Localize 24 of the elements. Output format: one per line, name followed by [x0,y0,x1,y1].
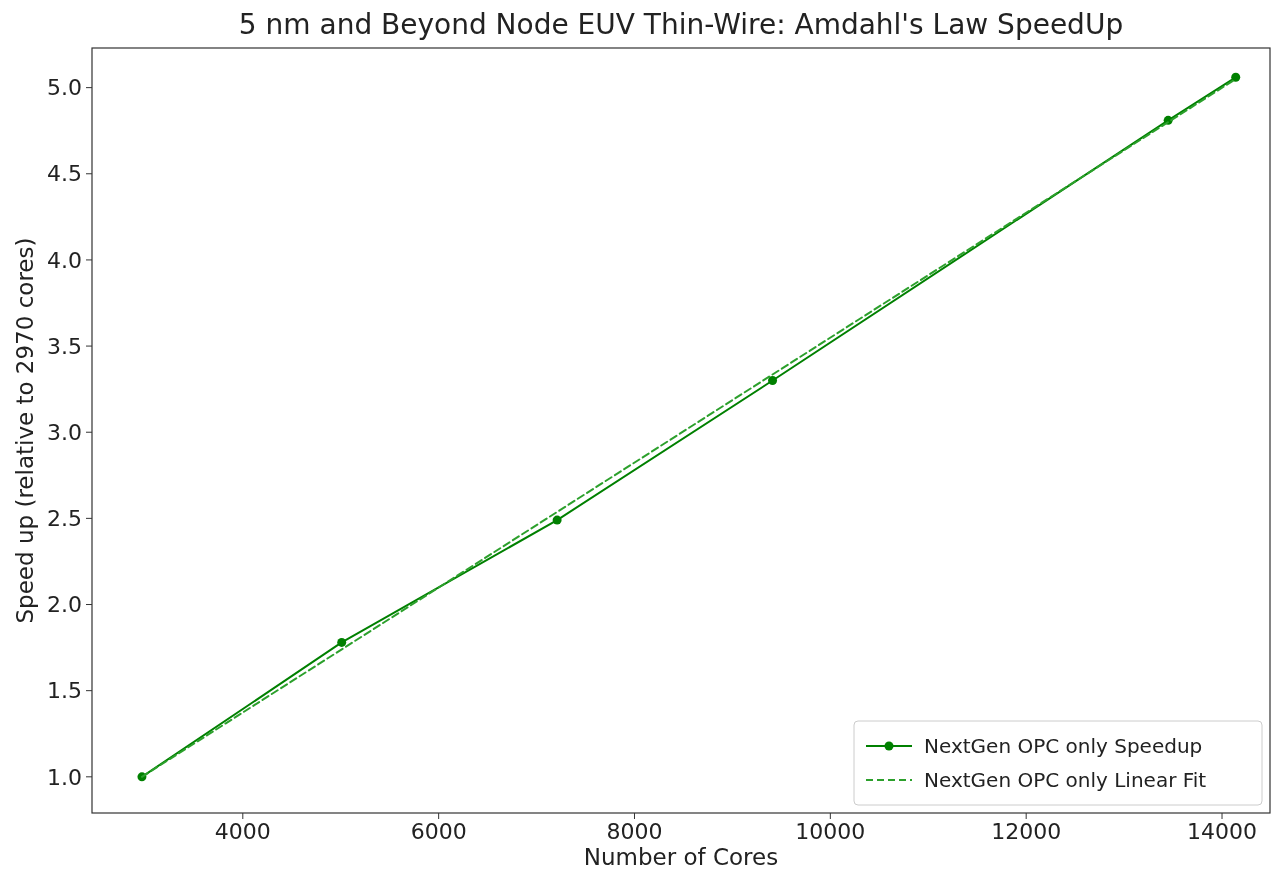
x-tick-label: 6000 [410,819,467,844]
x-axis-title: Number of Cores [583,844,779,870]
y-tick-label: 5.0 [47,75,82,101]
x-tick-label: 8000 [606,819,663,844]
y-tick-label: 1.5 [47,678,82,704]
y-tick-label: 3.5 [47,333,82,359]
y-tick-label: 2.0 [47,592,82,618]
y-tick-label: 2.5 [47,506,82,532]
x-tick-label: 10000 [795,819,866,844]
point [337,637,347,647]
y-tick-label: 3.0 [47,419,82,445]
point [552,515,562,525]
point [768,376,778,386]
x-tick-label: 14000 [1187,819,1258,844]
x-tick-label: 4000 [214,819,271,844]
legend-label: NextGen OPC only Speedup [924,734,1203,758]
y-tick-label: 4.5 [47,161,82,187]
y-axis-title: Speed up (relative to 2970 cores) [12,237,38,624]
y-tick-label: 4.0 [47,247,82,273]
chart-title: 5 nm and Beyond Node EUV Thin-Wire: Amdahl's Law SpeedUp [238,8,1124,41]
x-tick-label: 12000 [991,819,1062,844]
legend-label: NextGen OPC only Linear Fit [924,768,1207,792]
point [1231,72,1241,82]
y-tick-label: 1.0 [47,764,82,790]
